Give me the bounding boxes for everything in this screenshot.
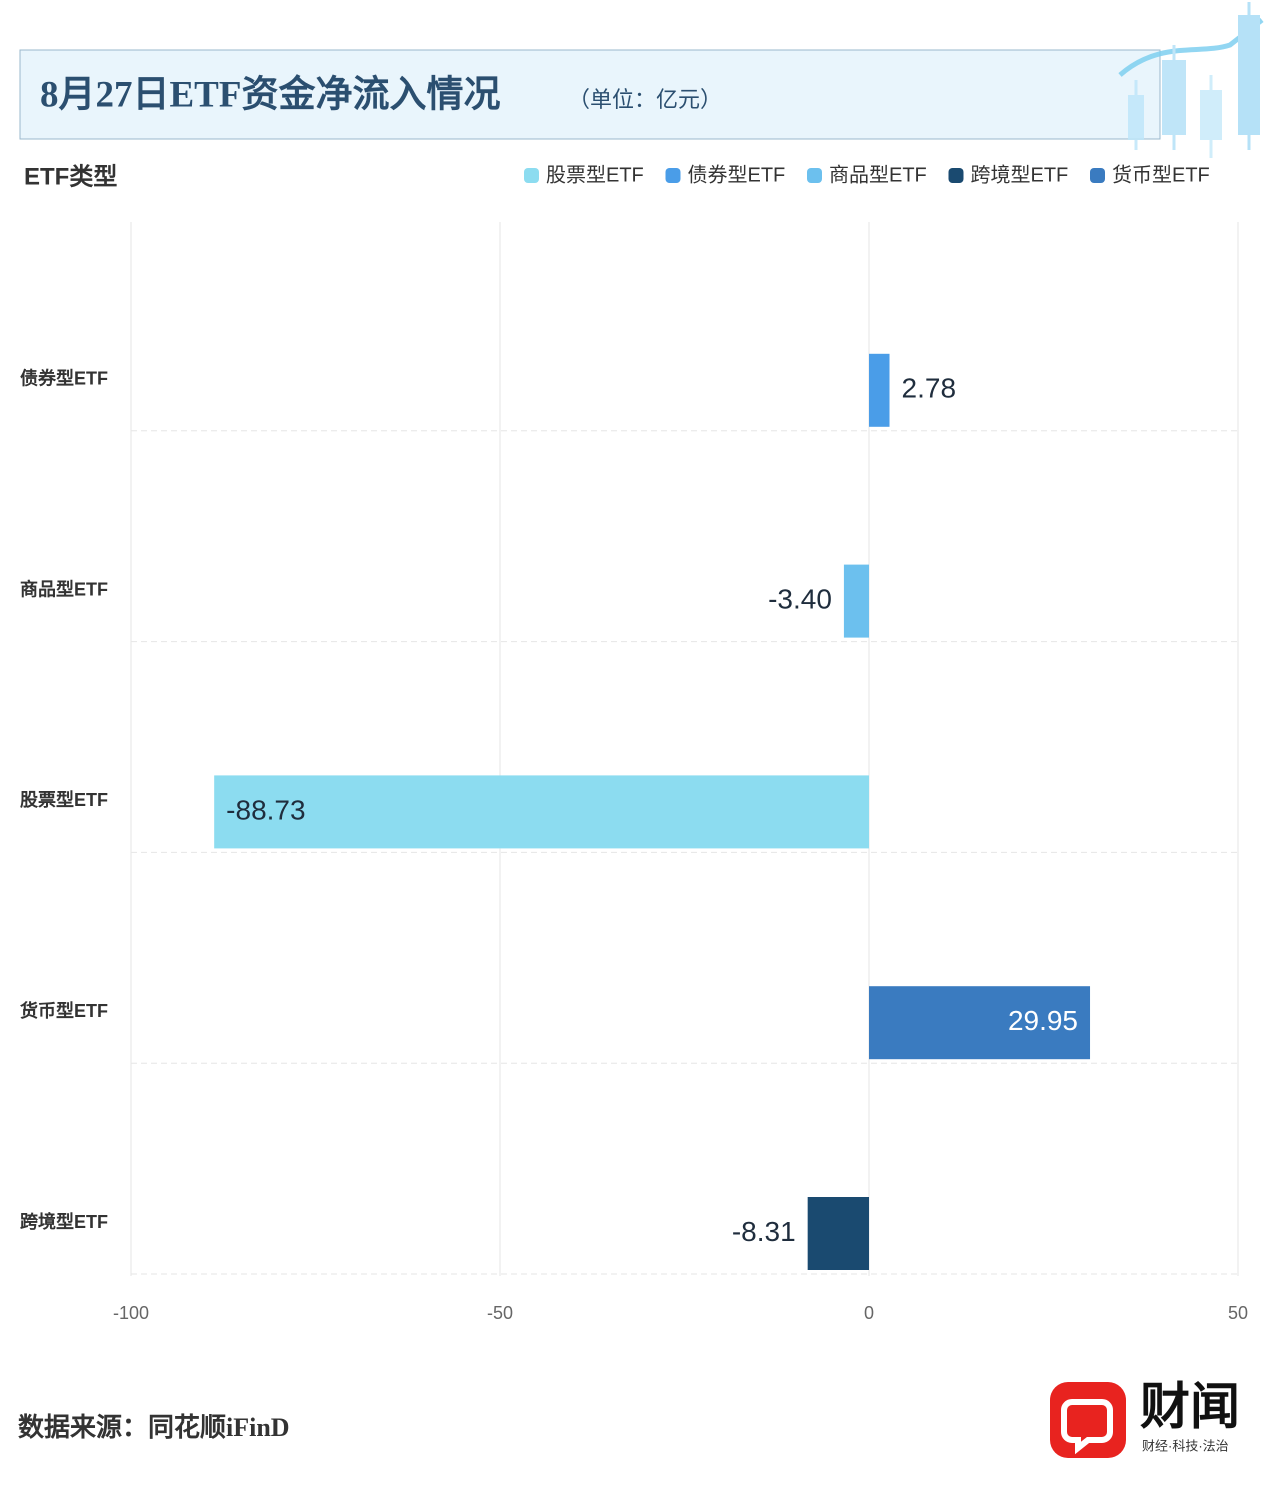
x-tick-label: -50 [487,1303,513,1323]
legend-label: 债券型ETF [688,163,786,186]
legend-swatch [524,168,539,183]
source: 数据来源：同花顺iFinD [18,1413,290,1442]
y-tick-label: 股票型ETF [19,789,108,810]
data-label: -88.73 [226,794,305,825]
bar [214,775,869,849]
y-axis-label: ETF类型 [24,163,117,190]
bar [869,353,890,427]
legend-label: 跨境型ETF [971,163,1069,186]
data-label: -3.40 [768,583,832,614]
x-tick-label: -100 [113,1303,149,1323]
x-tick-label: 0 [864,1303,874,1323]
data-label: 29.95 [1008,1005,1078,1036]
bar [843,564,869,638]
y-tick-label: 商品型ETF [20,578,108,599]
bar [807,1197,869,1270]
legend-label: 商品型ETF [829,163,927,186]
legend-swatch [1090,168,1105,183]
header-box [19,49,1161,140]
y-tick-label: 债券型ETF [20,368,108,389]
legend-swatch [665,168,681,183]
y-tick-label: 跨境型ETF [20,1211,108,1232]
y-tick-label: 货币型ETF [20,1000,108,1021]
brand-name: 财闻 [1140,1378,1240,1434]
bar [869,986,1091,1060]
chart-subtitle: （单位：亿元） [568,87,722,112]
brand-tagline: 财经·科技·法治 [1142,1438,1229,1453]
chart-title: 8月27日ETF资金净流入情况 [40,72,500,115]
legend-label: 货币型ETF [1112,163,1210,186]
header-decoration [1118,2,1264,158]
brand-logo [1050,1382,1126,1458]
data-label: -8.31 [732,1216,796,1247]
data-label: 2.78 [902,373,957,404]
legend-label: 股票型ETF [546,163,644,186]
legend-swatch [948,168,964,183]
legend-swatch [807,168,822,183]
x-tick-label: 50 [1228,1303,1248,1323]
